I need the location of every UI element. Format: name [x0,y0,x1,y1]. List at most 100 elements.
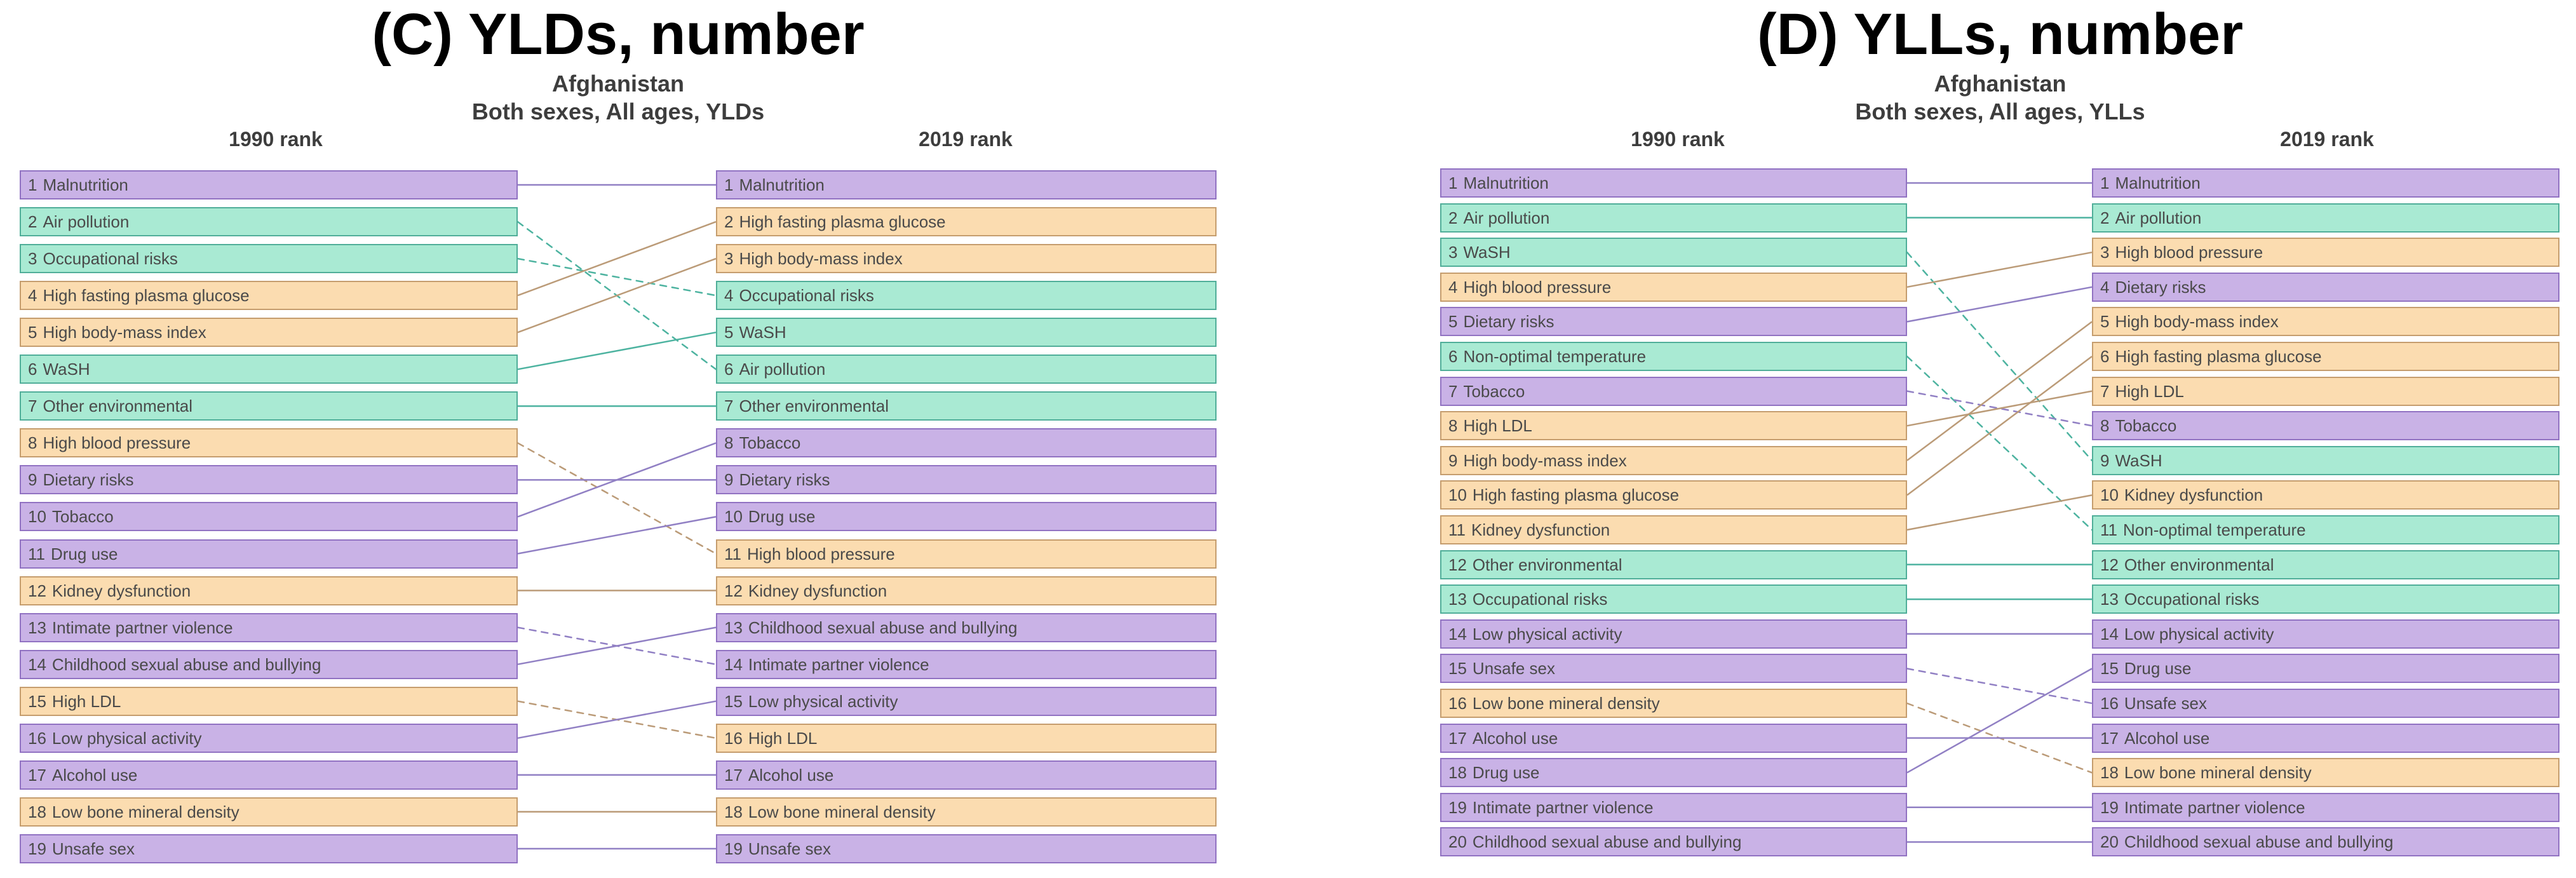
rank-connector-line [517,516,717,555]
risk-name: Air pollution [43,212,130,232]
rank-number: 5 [724,323,734,342]
risk-name: Malnutrition [739,175,825,194]
rank-number: 13 [2100,590,2119,609]
rank-box-right: 2 Air pollution [2092,203,2559,233]
rank-box-right: 5 High body-mass index [2092,307,2559,337]
rank-box-right: 10 Kidney dysfunction [2092,480,2559,510]
rank-number: 11 [724,544,741,564]
rank-number: 2 [2100,208,2110,227]
rank-number: 17 [724,765,743,785]
risk-name: High fasting plasma glucose [739,212,946,232]
rank-box-left: 19 Intimate partner violence [1440,792,1907,822]
panel-ylds-column-header-1990: 1990 rank [229,128,323,151]
rank-number: 2 [724,212,734,232]
risk-name: High LDL [748,728,818,748]
rank-number: 12 [2100,555,2119,574]
rank-box-left: 3 WaSH [1440,238,1907,267]
rank-box-right: 3 High blood pressure [2092,238,2559,267]
risk-name: Dietary risks [2115,277,2206,297]
risk-name: Drug use [1472,763,1540,783]
rank-box-right: 4 Dietary risks [2092,272,2559,302]
rank-box-right: 5 WaSH [716,318,1217,348]
risk-name: Alcohol use [748,765,834,785]
rank-number: 16 [28,728,46,748]
rank-box-left: 5 Dietary risks [1440,307,1907,337]
risk-name: Drug use [51,544,118,564]
risk-name: High blood pressure [747,544,895,564]
risk-name: Unsafe sex [2124,694,2207,713]
risk-name: Unsafe sex [51,839,135,858]
rank-number: 1 [2100,173,2110,192]
rank-connector-line [1906,494,2093,531]
risk-name: Non-optimal temperature [2123,520,2306,539]
rank-number: 8 [724,433,734,453]
risk-name: Alcohol use [1472,728,1558,748]
rank-number: 20 [1448,832,1467,852]
rank-box-left: 1 Malnutrition [20,170,518,199]
rank-number: 17 [28,765,46,785]
rank-box-left: 15 High LDL [20,686,518,716]
risk-name: Alcohol use [2124,728,2210,748]
rank-box-right: 14 Intimate partner violence [716,649,1217,679]
rank-number: 10 [28,507,46,527]
risk-name: Tobacco [1463,381,1525,401]
risk-name: Low physical activity [51,728,202,748]
rank-number: 6 [1448,347,1458,366]
rank-box-left: 20 Childhood sexual abuse and bullying [1440,827,1907,857]
rank-box-left: 7 Other environmental [20,391,518,421]
rank-number: 7 [28,396,37,416]
rank-box-right: 19 Unsafe sex [716,834,1217,863]
rank-box-right: 8 Tobacco [2092,411,2559,441]
risk-name: Unsafe sex [748,839,831,858]
risk-name: High body-mass index [739,249,903,269]
rank-connector-line [517,442,717,518]
rank-box-right: 6 Air pollution [716,355,1217,384]
rank-number: 9 [28,470,37,490]
risk-name: WaSH [739,323,786,342]
rank-box-left: 17 Alcohol use [20,760,518,790]
rank-box-left: 9 Dietary risks [20,465,518,495]
risk-name: Non-optimal temperature [1463,347,1647,366]
rank-number: 9 [2100,450,2110,470]
rank-box-left: 2 Air pollution [1440,203,1907,233]
rank-number: 3 [1448,243,1458,262]
rank-number: 16 [1448,694,1467,713]
rank-box-right: 6 High fasting plasma glucose [2092,342,2559,371]
risk-name: Low bone mineral density [51,802,239,821]
risk-name: Kidney dysfunction [2124,485,2263,505]
rank-number: 7 [2100,381,2110,401]
risk-name: High body-mass index [1463,450,1627,470]
rank-box-left: 2 Air pollution [20,207,518,237]
risk-name: Tobacco [739,433,801,453]
risk-name: Drug use [2124,659,2192,679]
rank-box-right: 15 Drug use [2092,654,2559,684]
panel-ylds-title: (C) YLDs, number [372,2,865,67]
rank-number: 2 [28,212,37,232]
rank-box-right: 4 Occupational risks [716,281,1217,311]
rank-box-left: 11 Drug use [20,539,518,569]
rank-box-right: 12 Kidney dysfunction [716,576,1217,605]
risk-name: WaSH [43,360,90,379]
rank-box-right: 7 Other environmental [716,391,1217,421]
rank-number: 6 [2100,347,2110,366]
rank-number: 10 [2100,485,2119,505]
rank-box-left: 3 Occupational risks [20,244,518,274]
rank-box-right: 3 High body-mass index [716,244,1217,274]
rank-box-right: 16 Unsafe sex [2092,689,2559,718]
rank-number: 12 [724,581,743,600]
risk-name: Childhood sexual abuse and bullying [2124,832,2394,852]
risk-name: Low physical activity [748,691,898,711]
rank-box-right: 7 High LDL [2092,376,2559,406]
rank-box-right: 12 Other environmental [2092,550,2559,579]
risk-name: Low bone mineral density [748,802,936,821]
rank-number: 7 [724,396,734,416]
rank-number: 1 [28,175,37,194]
rank-box-right: 18 Low bone mineral density [2092,758,2559,788]
rank-box-left: 14 Childhood sexual abuse and bullying [20,649,518,679]
risk-name: Low bone mineral density [2124,763,2312,783]
rank-number: 9 [1448,450,1458,470]
rank-connector-line [1906,390,2093,427]
risk-name: Tobacco [2115,416,2177,436]
risk-name: Malnutrition [2115,173,2201,192]
risk-name: Occupational risks [739,286,874,306]
